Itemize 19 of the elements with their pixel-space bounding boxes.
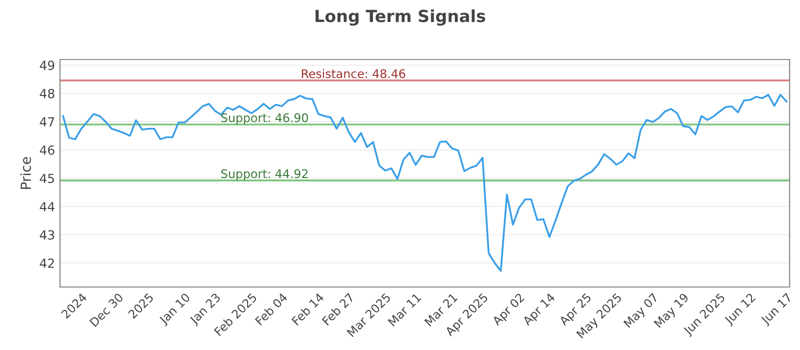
x-tick-label: Jan 23 <box>188 292 222 326</box>
y-tick-label: 45 <box>40 174 54 184</box>
ref-line-label: Resistance: 48.46 <box>302 68 406 78</box>
y-tick-label: 48 <box>40 88 54 98</box>
y-tick-label: 43 <box>40 230 54 240</box>
y-tick-label: 42 <box>40 258 54 268</box>
x-tick-label: Feb 04 <box>254 292 288 326</box>
y-tick-label: 47 <box>40 117 54 126</box>
chart-title: Long Term Signals <box>316 9 486 26</box>
x-tick-label: Dec 30 <box>89 292 124 327</box>
line-series <box>62 94 788 272</box>
ref-line-label: Support: 46.90 <box>221 113 308 124</box>
y-tick-label: 49 <box>40 60 54 70</box>
y-axis-title: Price <box>20 157 31 189</box>
x-tick-label: Jun 17 <box>760 292 794 327</box>
y-tick-label: 46 <box>40 145 54 155</box>
ref-line-label: Support: 44.92 <box>221 169 308 180</box>
y-tick-label: 44 <box>40 202 54 212</box>
x-tick-label: Jun 12 <box>723 292 758 327</box>
